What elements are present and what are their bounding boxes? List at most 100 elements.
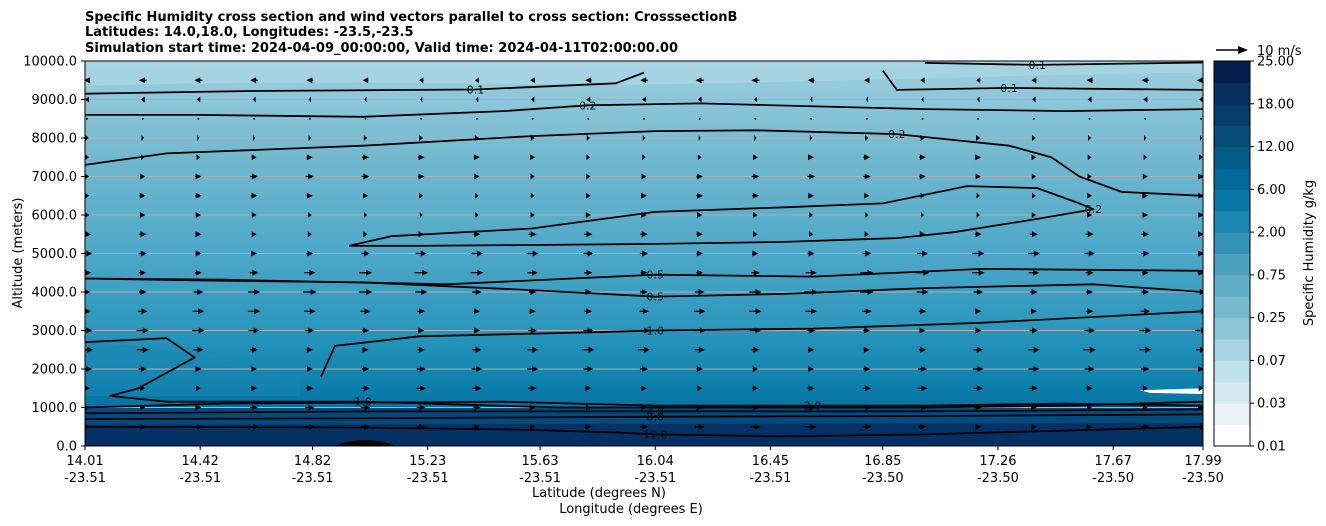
colorbar-tick-label: 18.00	[1257, 97, 1294, 112]
wind-arrow	[474, 135, 479, 141]
contour-line	[85, 337, 1203, 409]
wind-arrow	[421, 289, 428, 295]
wind-arrow	[1143, 366, 1150, 372]
wind-arrow	[698, 117, 701, 120]
wind-arrow	[194, 77, 201, 84]
wind-arrow	[363, 366, 370, 372]
x-tick-label-lon: -23.50	[1092, 471, 1134, 486]
wind-arrow	[920, 135, 925, 141]
wind-arrow	[697, 212, 703, 218]
wind-arrow	[752, 250, 759, 257]
wind-arrow	[362, 346, 369, 353]
wind-arrow	[920, 346, 927, 353]
wind-arrow	[139, 192, 146, 199]
wind-arrow	[811, 289, 818, 295]
wind-arrow	[641, 289, 648, 295]
x-tick-label-lon: -23.51	[519, 471, 561, 486]
wind-arrow	[307, 250, 314, 257]
wind-arrow	[475, 385, 482, 392]
wind-arrow	[641, 269, 648, 276]
wind-arrow	[808, 250, 815, 257]
wind-arrow	[529, 308, 536, 315]
contour-line	[348, 185, 1095, 247]
wind-arrow	[808, 385, 815, 392]
x-tick-label-lat: 14.01	[66, 454, 103, 469]
wind-arrow	[1087, 96, 1092, 103]
wind-arrow	[975, 173, 981, 180]
wind-arrow	[308, 212, 312, 218]
wind-arrow	[530, 154, 535, 161]
wind-arrow	[1145, 346, 1152, 353]
wind-arrow	[921, 212, 924, 218]
wind-arrow	[309, 423, 316, 430]
wind-arrow	[475, 96, 479, 103]
wind-arrow	[975, 154, 982, 161]
wind-arrow	[1199, 96, 1203, 103]
wind-arrow	[1033, 269, 1040, 276]
quiver-key: 10 m/s	[1216, 44, 1302, 59]
wind-arrow	[1087, 231, 1094, 238]
wind-arrow	[364, 117, 367, 120]
wind-arrow	[254, 308, 261, 315]
x-tick-label-lon: -23.51	[292, 471, 334, 486]
wind-arrow	[141, 308, 148, 315]
wind-arrow	[363, 385, 370, 392]
wind-arrow	[1198, 366, 1203, 372]
wind-arrow	[865, 385, 872, 392]
wind-arrow	[306, 154, 313, 161]
wind-arrow	[587, 327, 594, 334]
wind-arrow	[864, 192, 870, 199]
wind-arrow	[585, 192, 591, 199]
wind-arrow	[641, 404, 647, 411]
wind-arrow	[696, 404, 703, 411]
wind-arrow	[307, 385, 314, 392]
wind-arrow	[1199, 135, 1203, 141]
wind-arrow	[195, 269, 202, 276]
wind-arrow	[473, 154, 480, 161]
wind-arrow	[922, 250, 929, 257]
wind-arrow	[306, 346, 313, 353]
wind-arrow	[1143, 423, 1150, 430]
wind-arrow	[644, 327, 651, 334]
wind-arrow	[641, 423, 648, 430]
wind-arrow	[978, 269, 985, 276]
wind-arrow	[1198, 250, 1203, 257]
wind-arrow	[532, 366, 539, 372]
wind-arrow	[586, 269, 593, 276]
wind-arrow	[921, 117, 924, 120]
colorbar-tick-label: 0.07	[1257, 354, 1286, 369]
wind-arrow	[755, 289, 762, 295]
y-tick-label: 6000.0	[32, 209, 78, 224]
wind-arrow	[1032, 192, 1036, 199]
wind-arrow	[142, 327, 149, 334]
wind-arrow	[1087, 192, 1092, 199]
wind-arrow	[420, 96, 423, 103]
wind-arrow	[753, 231, 758, 238]
wind-arrow	[1142, 404, 1148, 411]
wind-arrow	[586, 96, 591, 103]
wind-arrow	[419, 404, 426, 411]
wind-arrow	[420, 250, 427, 257]
wind-arrow	[698, 423, 705, 430]
wind-arrow	[196, 96, 201, 103]
wind-arrow	[140, 231, 147, 238]
wind-arrow	[585, 289, 592, 295]
x-tick-label-lon: -23.50	[862, 471, 904, 486]
contour-label: 0.1	[1000, 82, 1018, 95]
wind-arrow	[363, 231, 368, 238]
wind-arrow	[530, 173, 535, 180]
wind-arrow	[1031, 154, 1037, 161]
wind-arrow	[195, 250, 202, 257]
wind-arrow	[307, 173, 314, 180]
colorbar-frame	[1213, 60, 1251, 447]
wind-arrow	[197, 117, 200, 120]
wind-arrow	[975, 231, 982, 238]
title-line-2: Latitudes: 14.0,18.0, Longitudes: -23.5,…	[85, 25, 414, 40]
wind-arrow	[195, 212, 202, 218]
wind-arrow	[530, 135, 535, 141]
wind-arrow	[1031, 135, 1036, 141]
wind-arrow	[920, 404, 927, 411]
wind-arrow	[1199, 289, 1203, 295]
wind-arrow	[864, 173, 871, 180]
